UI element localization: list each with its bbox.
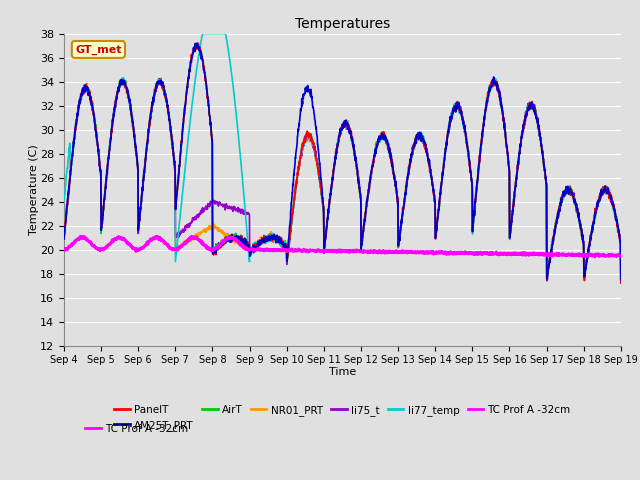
AM25T_PRT [371,153,379,158]
li75_t [568,190,575,196]
TC Prof A -32cm [60,246,68,252]
li75_t [584,254,591,260]
li77_temp [504,159,512,165]
li77_temp [584,256,591,262]
X-axis label: Time: Time [329,367,356,377]
PanelT [359,229,367,235]
TC Prof A -32cm [568,251,575,257]
Line: AM25T_PRT: AM25T_PRT [64,43,621,280]
TC Prof A -32cm [77,233,84,239]
li75_t [60,236,68,242]
AirT [568,187,576,193]
NR01_PRT [584,254,591,260]
li77_temp [216,31,223,36]
PanelT [568,190,575,196]
PanelT [194,40,202,46]
NR01_PRT [60,235,68,241]
TC Prof A -32cm [591,254,598,260]
li77_temp [617,274,625,279]
PanelT [584,255,591,261]
AM25T_PRT [584,257,591,263]
li77_temp [568,192,576,198]
AirT [359,233,367,239]
li77_temp [543,276,550,282]
PanelT [60,231,68,237]
Title: Temperatures: Temperatures [295,17,390,31]
AirT [584,255,591,261]
NR01_PRT [504,158,512,164]
Line: AirT: AirT [64,43,621,280]
NR01_PRT [371,153,378,158]
AM25T_PRT [568,190,575,196]
li77_temp [371,152,379,157]
Text: GT_met: GT_met [75,44,122,55]
AM25T_PRT [193,40,201,46]
AM25T_PRT [617,277,625,283]
li77_temp [198,31,206,36]
TC Prof A -32cm [371,248,379,253]
PanelT [617,279,625,285]
NR01_PRT [617,276,625,282]
AM25T_PRT [216,240,223,246]
NR01_PRT [358,238,366,244]
AirT [60,233,68,239]
AM25T_PRT [60,236,68,242]
AirT [371,153,379,159]
AirT [216,242,223,248]
PanelT [371,154,379,159]
li75_t [359,231,367,237]
Line: NR01_PRT: NR01_PRT [64,79,621,279]
AirT [504,160,512,166]
Line: li75_t: li75_t [64,79,621,283]
li75_t [617,280,625,286]
TC Prof A -32cm [359,250,367,255]
li77_temp [60,196,68,202]
NR01_PRT [568,190,576,195]
TC Prof A -32cm [584,252,591,258]
AirT [543,277,551,283]
NR01_PRT [216,228,223,234]
li75_t [504,159,512,165]
li75_t [371,148,379,154]
Line: PanelT: PanelT [64,43,621,282]
AM25T_PRT [359,232,367,238]
PanelT [504,160,512,166]
NR01_PRT [543,276,550,282]
AirT [193,40,200,46]
TC Prof A -32cm [504,251,512,257]
PanelT [216,242,223,248]
TC Prof A -32cm [216,243,223,249]
NR01_PRT [491,76,499,82]
TC Prof A -32cm [617,253,625,259]
AirT [617,275,625,280]
li77_temp [359,235,367,240]
Y-axis label: Temperature (C): Temperature (C) [29,144,38,235]
Line: li77_temp: li77_temp [64,34,621,279]
Legend: TC Prof A -32cm: TC Prof A -32cm [81,420,192,438]
Line: TC Prof A -32cm: TC Prof A -32cm [64,236,621,257]
li75_t [118,76,126,82]
AM25T_PRT [504,159,512,165]
li75_t [216,200,223,206]
